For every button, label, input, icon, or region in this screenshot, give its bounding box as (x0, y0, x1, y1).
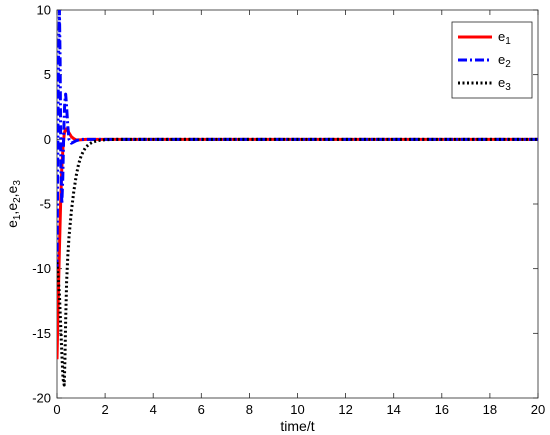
x-tick-label: 10 (290, 402, 304, 417)
x-tick-label: 14 (386, 402, 400, 417)
y-axis-label: e1,e2,e3 (4, 180, 23, 228)
x-tick-label: 18 (483, 402, 497, 417)
x-tick-label: 4 (150, 402, 157, 417)
x-tick-label: 6 (198, 402, 205, 417)
y-tick-label: 5 (44, 67, 51, 82)
x-tick-label: 2 (101, 402, 108, 417)
series-line-e2 (57, 10, 538, 269)
series-group (57, 10, 538, 387)
x-axis-label: time/t (280, 418, 314, 434)
legend-label-e1: e1 (498, 29, 511, 47)
legend-label-e3: e3 (498, 75, 511, 93)
legend-label-e2: e2 (498, 52, 511, 70)
y-tick-label: -15 (32, 326, 51, 341)
y-tick-label: -20 (32, 391, 51, 406)
x-tick-label: 20 (531, 402, 545, 417)
x-tick-label: 8 (246, 402, 253, 417)
series-line-e3 (57, 137, 538, 387)
x-tick-label: 12 (338, 402, 352, 417)
y-tick-label: 10 (37, 3, 51, 18)
x-tick-label: 16 (435, 402, 449, 417)
x-tick-label: 0 (53, 402, 60, 417)
y-tick-label: -5 (39, 197, 51, 212)
y-tick-label: -10 (32, 261, 51, 276)
y-tick-label: 0 (44, 132, 51, 147)
